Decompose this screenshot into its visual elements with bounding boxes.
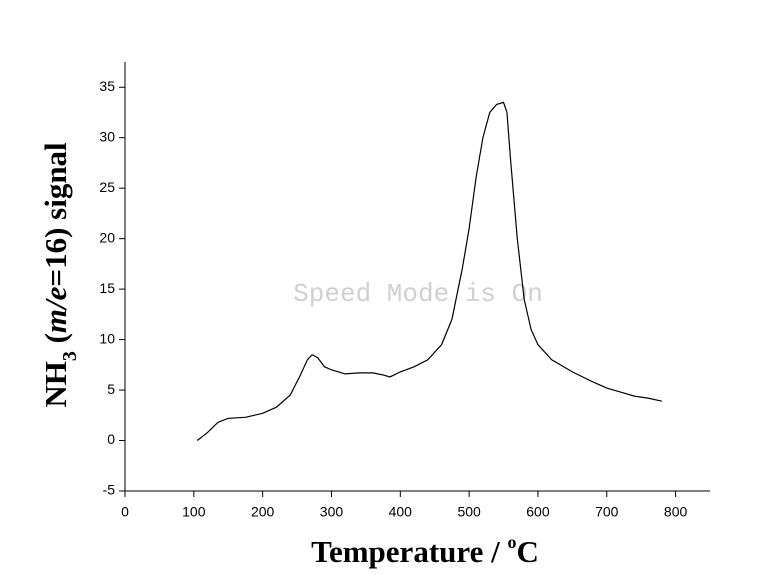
x-axis-label: Temperature / oC (311, 532, 539, 569)
y-tick-label: 30 (99, 128, 115, 144)
data-line (196, 101, 662, 442)
y-axis-label: NH3 (m/e=16) signal (38, 142, 81, 408)
x-tick-label: 400 (389, 504, 413, 520)
y-tick-label: 20 (99, 229, 115, 245)
x-label-sup: o (507, 532, 516, 552)
y-tick-label: -5 (103, 482, 116, 498)
y-label-part: m/e (38, 286, 73, 333)
y-tick-label: 0 (107, 431, 115, 447)
x-label-part: C (516, 534, 538, 569)
y-tick-label: 5 (107, 381, 115, 397)
x-tick-label: 0 (121, 504, 129, 520)
x-tick-label: 600 (526, 504, 550, 520)
y-label-sub: 3 (59, 351, 81, 361)
y-label-part: NH (38, 361, 73, 408)
y-label-part: =16) signal (38, 142, 73, 287)
y-tick-label: 15 (99, 280, 115, 296)
x-tick-label: 200 (251, 504, 275, 520)
y-label-part: ( (38, 333, 73, 351)
x-tick-label: 800 (664, 504, 688, 520)
x-tick-label: 500 (457, 504, 481, 520)
y-tick-label: 25 (99, 179, 115, 195)
x-tick-label: 300 (320, 504, 344, 520)
watermark: Speed Mode is On (293, 279, 543, 309)
x-label-part: Temperature / (311, 534, 507, 569)
y-tick-label: 35 (99, 78, 115, 94)
x-tick-label: 100 (182, 504, 206, 520)
x-tick-label: 700 (595, 504, 619, 520)
y-tick-label: 10 (99, 330, 115, 346)
